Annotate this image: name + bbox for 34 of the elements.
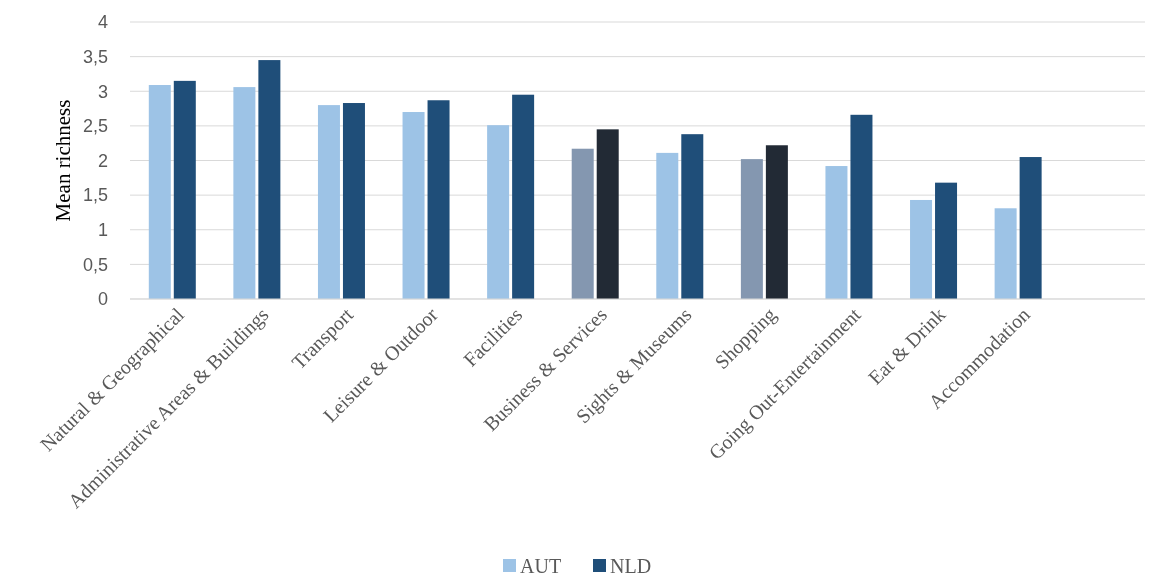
y-tick-label: 4 — [97, 12, 108, 33]
bar — [825, 166, 848, 299]
bar — [656, 152, 679, 299]
bar — [487, 125, 510, 299]
bar — [935, 182, 958, 299]
y-tick-label: 1 — [97, 220, 108, 241]
y-tick-label: 0 — [97, 289, 108, 310]
y-tick-label: 3,5 — [82, 46, 108, 67]
bar — [740, 159, 763, 299]
bar — [402, 112, 425, 299]
bar — [765, 145, 788, 299]
bar — [342, 103, 365, 299]
y-axis-title: Mean richness — [51, 99, 75, 222]
y-tick-label: 2,5 — [82, 116, 108, 137]
legend-label: AUT — [520, 555, 562, 577]
bar — [258, 60, 281, 299]
y-tick-label: 0,5 — [82, 254, 108, 275]
y-tick-label: 3 — [97, 81, 108, 102]
bar — [173, 80, 196, 299]
bar — [850, 114, 873, 299]
bar — [596, 129, 619, 299]
bar — [317, 105, 340, 299]
bar — [910, 199, 933, 299]
legend-label: NLD — [610, 555, 652, 577]
bar — [148, 85, 171, 299]
bar — [427, 100, 450, 299]
bar — [1019, 157, 1042, 299]
bar — [512, 94, 535, 299]
bar — [994, 208, 1017, 299]
bar — [681, 134, 704, 299]
bar — [571, 148, 594, 299]
y-tick-label: 1,5 — [82, 185, 108, 206]
y-tick-label: 2 — [97, 150, 108, 171]
bar — [233, 87, 256, 299]
